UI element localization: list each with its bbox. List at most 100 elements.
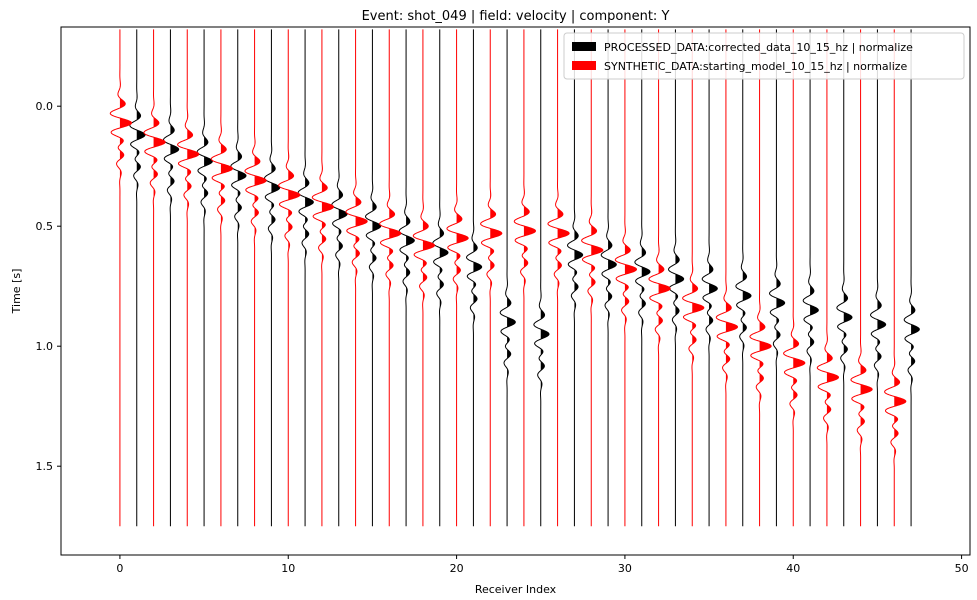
trace-fill: [422, 29, 435, 527]
trace-line: [311, 29, 335, 527]
trace-line: [701, 29, 718, 527]
trace-line: [870, 29, 887, 527]
trace-synthetic-12: [311, 29, 335, 527]
trace-synthetic-2: [143, 29, 166, 527]
trace-synthetic-14: [345, 29, 368, 527]
x-axis: 0 10 20 30 40 50: [116, 555, 969, 575]
trace-line: [668, 29, 685, 527]
trace-line: [345, 29, 368, 527]
trace-line: [735, 29, 752, 527]
trace-line: [177, 29, 200, 527]
trace-line: [749, 29, 772, 527]
trace-fill: [237, 29, 247, 527]
trace-line: [533, 29, 550, 527]
trace-fill: [456, 29, 469, 527]
trace-line: [648, 29, 671, 527]
trace-fill: [439, 29, 449, 527]
trace-fill: [473, 29, 482, 527]
trace-fill: [742, 29, 751, 527]
trace-processed-1: [129, 29, 146, 527]
trace-synthetic-6: [210, 29, 234, 527]
trace-fill: [675, 29, 684, 527]
trace-line: [297, 29, 314, 527]
trace-line: [466, 29, 483, 527]
trace-line: [412, 29, 436, 527]
x-tick-label: 20: [450, 562, 464, 575]
trace-fill: [389, 29, 401, 527]
trace-line: [816, 29, 840, 527]
trace-processed-11: [297, 29, 314, 527]
trace-fill: [406, 29, 415, 527]
trace-line: [513, 29, 537, 527]
trace-fill: [355, 29, 368, 527]
trace-synthetic-30: [614, 29, 638, 527]
trace-fill: [338, 29, 348, 527]
chart-title: Event: shot_049 | field: velocity | comp…: [362, 9, 670, 24]
trace-line: [850, 29, 873, 527]
trace-fill: [271, 29, 280, 527]
trace-processed-29: [600, 29, 617, 527]
trace-fill: [759, 29, 772, 527]
trace-line: [129, 29, 146, 527]
trace-line: [210, 29, 234, 527]
trace-synthetic-26: [547, 29, 570, 527]
trace-line: [109, 29, 132, 527]
trace-fill: [776, 29, 785, 527]
trace-fill: [894, 29, 906, 527]
trace-synthetic-16: [379, 29, 402, 527]
legend: PROCESSED_DATA:corrected_data_10_15_hz |…: [563, 32, 965, 80]
legend-swatch-synthetic: [572, 61, 596, 70]
trace-line: [769, 29, 786, 527]
x-axis-label: Receiver Index: [475, 583, 557, 596]
trace-line: [634, 29, 651, 527]
trace-line: [614, 29, 638, 527]
trace-fill: [305, 29, 314, 527]
trace-synthetic-4: [177, 29, 200, 527]
trace-synthetic-34: [682, 29, 705, 527]
x-tick-label: 30: [618, 562, 632, 575]
trace-fill: [860, 29, 873, 527]
trace-processed-47: [903, 29, 920, 527]
trace-synthetic-10: [278, 29, 301, 527]
trace-fill: [321, 29, 334, 527]
y-tick-label: 0.0: [36, 100, 54, 113]
x-tick-label: 40: [786, 562, 800, 575]
trace-synthetic-18: [412, 29, 436, 527]
trace-line: [278, 29, 301, 527]
trace-line: [715, 29, 739, 527]
trace-fill: [793, 29, 805, 527]
trace-fill: [507, 29, 516, 527]
trace-processed-31: [634, 29, 651, 527]
trace-line: [581, 29, 604, 527]
trace-line: [143, 29, 166, 527]
trace-processed-3: [163, 29, 180, 527]
trace-fill: [254, 29, 267, 527]
trace-line: [230, 29, 247, 527]
trace-line: [244, 29, 267, 527]
y-axis-label: Time [s]: [10, 269, 23, 315]
trace-line: [398, 29, 415, 527]
trace-fill: [843, 29, 852, 527]
y-tick-label: 1.0: [36, 340, 54, 353]
axes-frame: [60, 26, 971, 556]
trace-line: [567, 29, 584, 527]
trace-fill: [641, 29, 651, 527]
trace-processed-43: [836, 29, 853, 527]
trace-fill: [557, 29, 570, 527]
trace-fill: [877, 29, 886, 527]
trace-fill: [540, 29, 550, 527]
trace-processed-17: [398, 29, 415, 527]
trace-processed-27: [567, 29, 584, 527]
trace-processed-21: [466, 29, 483, 527]
trace-line: [480, 29, 503, 527]
trace-fill: [136, 29, 146, 527]
trace-line: [163, 29, 180, 527]
trace-processed-7: [230, 29, 247, 527]
trace-fill: [288, 29, 300, 527]
trace-line: [196, 29, 213, 527]
trace-synthetic-36: [715, 29, 739, 527]
trace-processed-9: [264, 29, 281, 527]
trace-fill: [490, 29, 502, 527]
x-tick-label: 50: [955, 562, 969, 575]
